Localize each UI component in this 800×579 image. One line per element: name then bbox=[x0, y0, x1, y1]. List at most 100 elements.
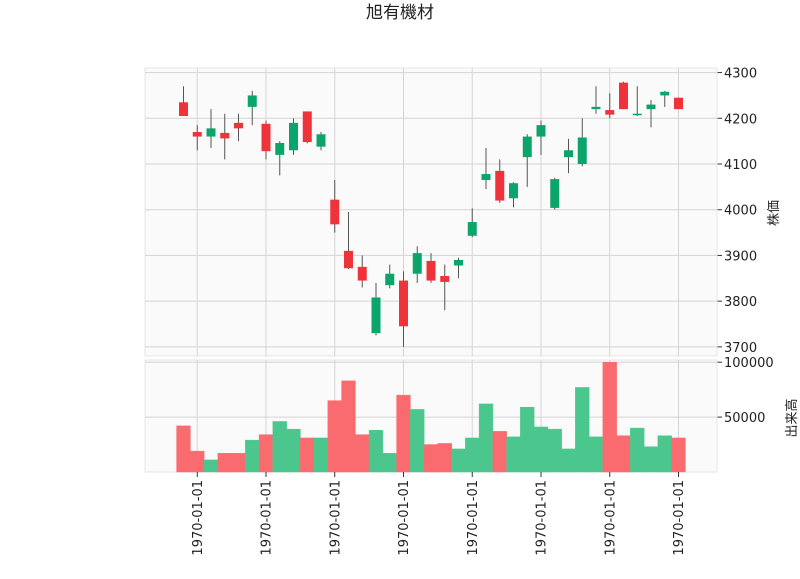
volume-bar-down bbox=[327, 400, 342, 473]
volume-bar-down bbox=[341, 380, 356, 473]
volume-bar-down bbox=[176, 425, 191, 473]
candle-down bbox=[261, 123, 271, 152]
volume-bar-up bbox=[286, 428, 301, 473]
x-tick-label: 1970-01-01 bbox=[191, 480, 206, 556]
price-tick-label: 3900 bbox=[724, 249, 757, 264]
price-tick-label: 4200 bbox=[724, 112, 757, 127]
volume-bar-up bbox=[630, 427, 645, 473]
volume-bar-up bbox=[575, 387, 590, 473]
volume-bar-down bbox=[437, 443, 452, 473]
candle-down bbox=[399, 280, 408, 327]
candle-down bbox=[619, 82, 628, 110]
volume-bar-down bbox=[231, 453, 246, 473]
x-tick-label: 1970-01-01 bbox=[603, 480, 618, 556]
x-tick-label: 1970-01-01 bbox=[672, 480, 687, 556]
volume-bar-up bbox=[588, 436, 604, 473]
volume-bar-down bbox=[190, 450, 205, 473]
volume-axis-label: 出来高 bbox=[784, 398, 800, 437]
volume-bar-up bbox=[410, 409, 425, 473]
price-axis: 3700 3800 3900 4000 4100 4200 4300 bbox=[716, 67, 757, 356]
volume-bar-up bbox=[657, 435, 672, 473]
candle-down bbox=[234, 122, 243, 129]
x-tick-label: 1970-01-01 bbox=[328, 480, 343, 556]
volume-bar-down bbox=[616, 435, 631, 473]
candle-up bbox=[522, 136, 532, 158]
candle-up bbox=[206, 128, 216, 137]
candle-up bbox=[316, 134, 326, 147]
candle-down bbox=[674, 97, 683, 110]
candle-up bbox=[481, 174, 491, 180]
volume-bar-down bbox=[492, 431, 507, 473]
price-tick-label: 4000 bbox=[724, 204, 757, 219]
volume-tick-label: 50000 bbox=[724, 411, 765, 426]
x-tick-label: 1970-01-01 bbox=[397, 480, 412, 556]
volume-bar-down bbox=[671, 437, 686, 473]
volume-bar-up bbox=[506, 436, 521, 473]
candle-up bbox=[275, 142, 285, 155]
price-tick-label: 3800 bbox=[724, 295, 757, 310]
volume-tick-label: 100000 bbox=[724, 356, 774, 371]
candle-down bbox=[440, 276, 450, 282]
volume-bar-up bbox=[643, 446, 659, 473]
volume-grid bbox=[145, 361, 717, 418]
price-tick-label: 4100 bbox=[724, 158, 757, 173]
candle-up bbox=[577, 137, 587, 164]
candles bbox=[179, 81, 683, 347]
candle-down bbox=[330, 199, 340, 225]
candle-down bbox=[426, 260, 436, 281]
candle-up bbox=[509, 183, 518, 199]
x-tick-label: 1970-01-01 bbox=[466, 480, 481, 556]
volume-bar-down bbox=[423, 444, 439, 473]
candle-down bbox=[302, 111, 312, 143]
volume-bars bbox=[176, 361, 686, 473]
candle-down bbox=[495, 170, 505, 201]
volume-bar-down bbox=[217, 453, 232, 473]
price-tick-label: 3700 bbox=[724, 341, 757, 356]
volume-bar-up bbox=[382, 453, 397, 473]
candle-up bbox=[289, 122, 298, 151]
x-axis: 1970-01-01 1970-01-01 1970-01-01 1970-01-01… bbox=[191, 472, 687, 556]
candle-up bbox=[564, 150, 573, 158]
candle-up bbox=[247, 95, 257, 107]
candle-up bbox=[412, 253, 422, 274]
volume-bar-up bbox=[561, 448, 576, 473]
candle-up bbox=[371, 297, 381, 334]
volume-bar-up bbox=[272, 421, 287, 473]
candle-down bbox=[220, 132, 230, 139]
x-tick-label: 1970-01-01 bbox=[535, 480, 550, 556]
volume-axis: 50000 100000 bbox=[716, 356, 774, 472]
volume-bar-up bbox=[547, 428, 562, 473]
volume-bar-up bbox=[478, 403, 494, 473]
volume-bar-up bbox=[451, 448, 466, 473]
price-plot-background bbox=[144, 67, 718, 357]
volume-bar-up bbox=[368, 430, 384, 473]
volume-bar-down bbox=[258, 434, 274, 473]
candle-up bbox=[385, 273, 395, 286]
candle-up bbox=[550, 179, 560, 208]
candle-up bbox=[467, 222, 477, 236]
price-grid bbox=[145, 72, 717, 348]
volume-bar-down bbox=[396, 394, 411, 473]
volume-bar-up bbox=[313, 437, 329, 473]
candle-up bbox=[660, 91, 670, 96]
price-axis-label: 株価 bbox=[767, 200, 782, 226]
candle-up bbox=[646, 104, 656, 110]
candle-down bbox=[605, 110, 615, 115]
volume-bar-down bbox=[602, 361, 617, 473]
volume-bar-down bbox=[300, 437, 315, 473]
candle-up bbox=[591, 106, 601, 110]
volume-bar-up bbox=[245, 439, 260, 473]
volume-bar-up bbox=[533, 426, 549, 473]
volume-bar-up bbox=[465, 437, 480, 473]
volume-bar-up bbox=[203, 459, 219, 473]
candle-down bbox=[192, 132, 202, 137]
candle-up bbox=[454, 260, 463, 266]
volume-bar-down bbox=[355, 434, 370, 473]
candle-down bbox=[344, 250, 353, 269]
candle-down bbox=[179, 102, 188, 116]
candle-up bbox=[536, 125, 546, 137]
chart-title: 旭有機材 bbox=[366, 3, 434, 23]
x-tick-label: 1970-01-01 bbox=[260, 480, 275, 556]
